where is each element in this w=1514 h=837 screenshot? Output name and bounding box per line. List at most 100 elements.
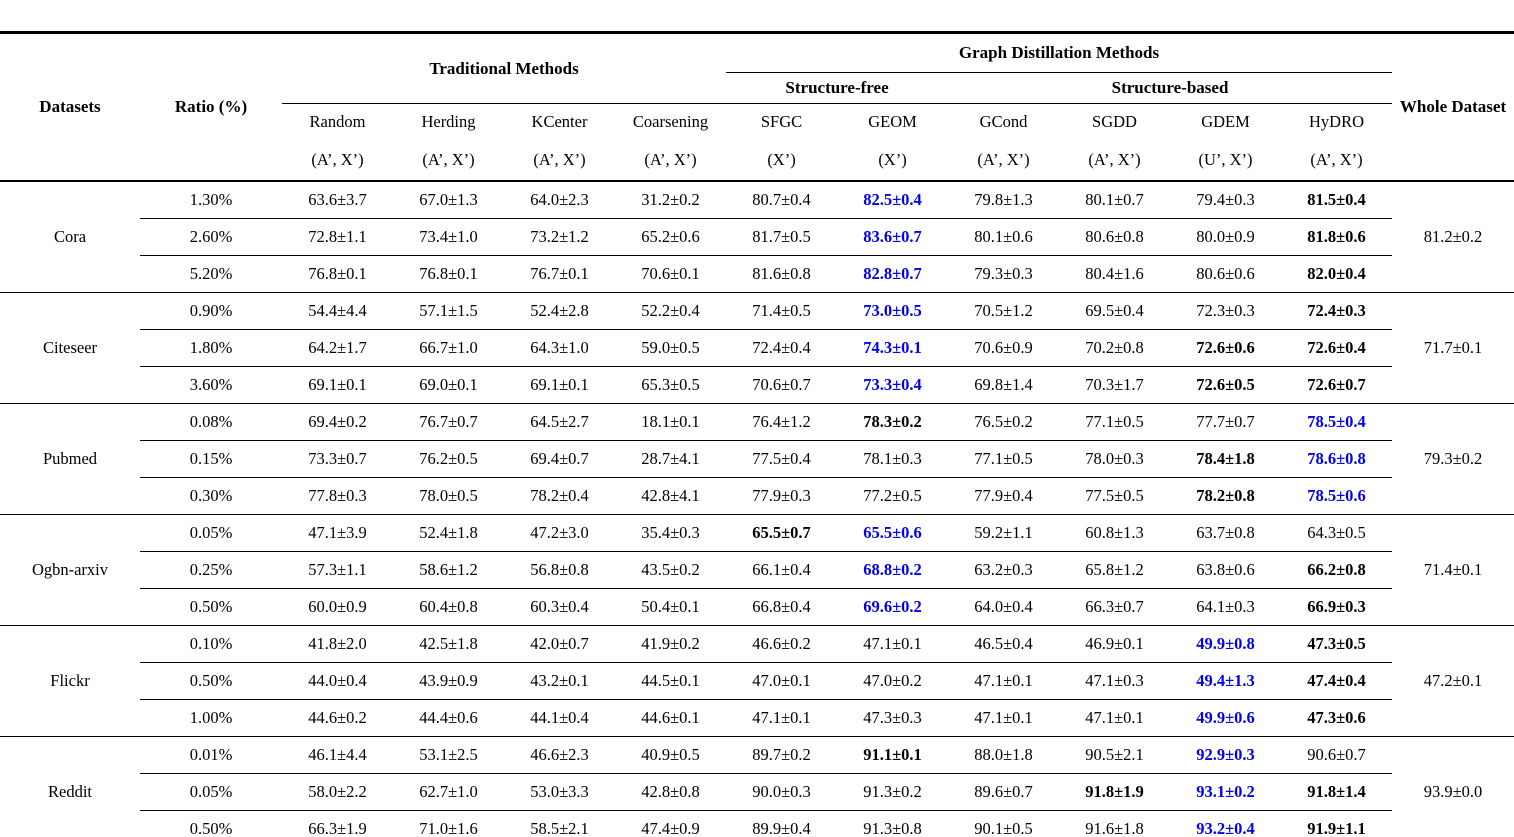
results-table: Datasets Ratio (%) Traditional Methods G… — [0, 31, 1514, 837]
result-cell-herding: 66.7±1.0 — [393, 329, 504, 367]
result-cell-geom: 73.3±0.4 — [837, 366, 949, 404]
result-cell-random: 46.1±4.4 — [282, 736, 393, 774]
column-header-whole-dataset: Whole Dataset — [1392, 32, 1514, 182]
data-row-citeseer-3.60%: 3.60% 69.1±0.1 69.0±0.1 69.1±0.1 65.3±0.5 70.… — [0, 366, 1514, 404]
result-cell-sgdd: 46.9±0.1 — [1059, 625, 1171, 663]
result-cell-gdem: 93.2±0.4 — [1170, 810, 1282, 837]
method-inputs-gcond: (A’, X’) — [948, 140, 1060, 182]
data-row-ogbn-arxiv-0.50%: 0.50% 60.0±0.9 60.4±0.8 60.3±0.4 50.4±0.1 66.… — [0, 588, 1514, 626]
result-cell-gdem: 72.3±0.3 — [1170, 292, 1282, 330]
result-cell-gdem: 72.6±0.5 — [1170, 366, 1282, 404]
result-cell-sgdd: 80.6±0.8 — [1059, 218, 1171, 256]
ratio-cell: 3.60% — [140, 366, 282, 404]
result-cell-kcenter: 64.5±2.7 — [504, 403, 615, 441]
ratio-cell: 0.30% — [140, 477, 282, 515]
result-cell-hydro: 47.3±0.5 — [1281, 625, 1393, 663]
result-cell-gdem: 78.4±1.8 — [1170, 440, 1282, 478]
method-column-header-sgdd: SGDD — [1092, 112, 1137, 131]
subgroup-header-structure-free: Structure-free — [726, 72, 949, 104]
method-input-row: (A’, X’) (A’, X’) (A’, X’) (A’, X’) (X’) (X’)… — [0, 140, 1514, 182]
result-cell-sgdd: 91.8±1.9 — [1059, 773, 1171, 811]
ratio-cell: 0.25% — [140, 551, 282, 589]
result-cell-sfgc: 72.4±0.4 — [726, 329, 838, 367]
data-row-flickr-1.00%: 1.00% 44.6±0.2 44.4±0.6 44.1±0.4 44.6±0.1 47.… — [0, 699, 1514, 737]
method-column-header-sfgc: SFGC — [760, 112, 803, 131]
result-cell-random: 72.8±1.1 — [282, 218, 393, 256]
method-inputs-sfgc: (X’) — [726, 140, 838, 182]
result-cell-hydro: 64.3±0.5 — [1281, 514, 1393, 552]
result-cell-gdem: 49.4±1.3 — [1170, 662, 1282, 700]
result-cell-herding: 60.4±0.8 — [393, 588, 504, 626]
result-cell-sfgc: 46.6±0.2 — [726, 625, 838, 663]
result-cell-geom: 74.3±0.1 — [837, 329, 949, 367]
whole-dataset-cell: 71.4±0.1 — [1392, 514, 1514, 626]
result-cell-gdem: 77.7±0.7 — [1170, 403, 1282, 441]
group-header-traditional-methods: Traditional Methods — [282, 32, 727, 104]
ratio-cell: 0.01% — [140, 736, 282, 774]
result-cell-random: 44.0±0.4 — [282, 662, 393, 700]
result-cell-gcond: 64.0±0.4 — [948, 588, 1060, 626]
result-cell-geom: 83.6±0.7 — [837, 218, 949, 256]
result-cell-gdem: 80.0±0.9 — [1170, 218, 1282, 256]
method-column-header-random: Random — [309, 112, 366, 131]
result-cell-coarsening: 40.9±0.5 — [615, 736, 727, 774]
result-cell-random: 54.4±4.4 — [282, 292, 393, 330]
result-cell-hydro: 72.6±0.4 — [1281, 329, 1393, 367]
result-cell-random: 58.0±2.2 — [282, 773, 393, 811]
result-cell-geom: 82.8±0.7 — [837, 255, 949, 293]
ratio-cell: 0.50% — [140, 662, 282, 700]
method-column-header-herding: Herding — [421, 112, 476, 131]
result-cell-geom: 78.3±0.2 — [837, 403, 949, 441]
result-cell-herding: 71.0±1.6 — [393, 810, 504, 837]
result-cell-gdem: 93.1±0.2 — [1170, 773, 1282, 811]
result-cell-gcond: 76.5±0.2 — [948, 403, 1060, 441]
result-cell-kcenter: 44.1±0.4 — [504, 699, 615, 737]
result-cell-sfgc: 90.0±0.3 — [726, 773, 838, 811]
dataset-name-cell: Flickr — [0, 625, 140, 737]
result-cell-herding: 58.6±1.2 — [393, 551, 504, 589]
result-cell-coarsening: 18.1±0.1 — [615, 403, 727, 441]
result-cell-geom: 91.1±0.1 — [837, 736, 949, 774]
whole-dataset-cell: 93.9±0.0 — [1392, 736, 1514, 837]
result-cell-gcond: 88.0±1.8 — [948, 736, 1060, 774]
result-cell-gdem: 72.6±0.6 — [1170, 329, 1282, 367]
result-cell-sgdd: 77.5±0.5 — [1059, 477, 1171, 515]
result-cell-herding: 76.8±0.1 — [393, 255, 504, 293]
result-cell-sgdd: 70.2±0.8 — [1059, 329, 1171, 367]
result-cell-sfgc: 81.7±0.5 — [726, 218, 838, 256]
result-cell-hydro: 91.8±1.4 — [1281, 773, 1393, 811]
result-cell-coarsening: 43.5±0.2 — [615, 551, 727, 589]
result-cell-sgdd: 66.3±0.7 — [1059, 588, 1171, 626]
data-row-cora-5.20%: 5.20% 76.8±0.1 76.8±0.1 76.7±0.1 70.6±0.1 81.… — [0, 255, 1514, 293]
result-cell-kcenter: 53.0±3.3 — [504, 773, 615, 811]
data-row-reddit-0.01%: Reddit 0.01% 46.1±4.4 53.1±2.5 46.6±2.3 40.9±… — [0, 736, 1514, 837]
result-cell-coarsening: 42.8±4.1 — [615, 477, 727, 515]
result-cell-sfgc: 77.5±0.4 — [726, 440, 838, 478]
result-cell-coarsening: 41.9±0.2 — [615, 625, 727, 663]
result-cell-geom: 68.8±0.2 — [837, 551, 949, 589]
result-cell-sfgc: 77.9±0.3 — [726, 477, 838, 515]
result-cell-geom: 65.5±0.6 — [837, 514, 949, 552]
result-cell-gcond: 70.5±1.2 — [948, 292, 1060, 330]
result-cell-random: 57.3±1.1 — [282, 551, 393, 589]
result-cell-gdem: 64.1±0.3 — [1170, 588, 1282, 626]
result-cell-sgdd: 69.5±0.4 — [1059, 292, 1171, 330]
result-cell-hydro: 47.3±0.6 — [1281, 699, 1393, 737]
method-name-row: Random Herding KCenter Coarsening SFGC GEOM GC… — [0, 104, 1514, 141]
result-cell-sgdd: 90.5±2.1 — [1059, 736, 1171, 774]
result-cell-sgdd: 80.4±1.6 — [1059, 255, 1171, 293]
result-cell-kcenter: 58.5±2.1 — [504, 810, 615, 837]
result-cell-coarsening: 65.2±0.6 — [615, 218, 727, 256]
ratio-cell: 0.05% — [140, 514, 282, 552]
result-cell-gcond: 47.1±0.1 — [948, 699, 1060, 737]
result-cell-hydro: 47.4±0.4 — [1281, 662, 1393, 700]
method-column-header-hydro: HyDRO — [1309, 112, 1365, 131]
ratio-cell: 2.60% — [140, 218, 282, 256]
whole-dataset-cell: 47.2±0.1 — [1392, 625, 1514, 737]
result-cell-geom: 91.3±0.2 — [837, 773, 949, 811]
result-cell-gdem: 78.2±0.8 — [1170, 477, 1282, 515]
result-cell-sfgc: 66.1±0.4 — [726, 551, 838, 589]
data-row-ogbn-arxiv-0.05%: Ogbn-arxiv 0.05% 47.1±3.9 52.4±1.8 47.2±3.0 3… — [0, 514, 1514, 626]
result-cell-sfgc: 81.6±0.8 — [726, 255, 838, 293]
result-cell-kcenter: 78.2±0.4 — [504, 477, 615, 515]
